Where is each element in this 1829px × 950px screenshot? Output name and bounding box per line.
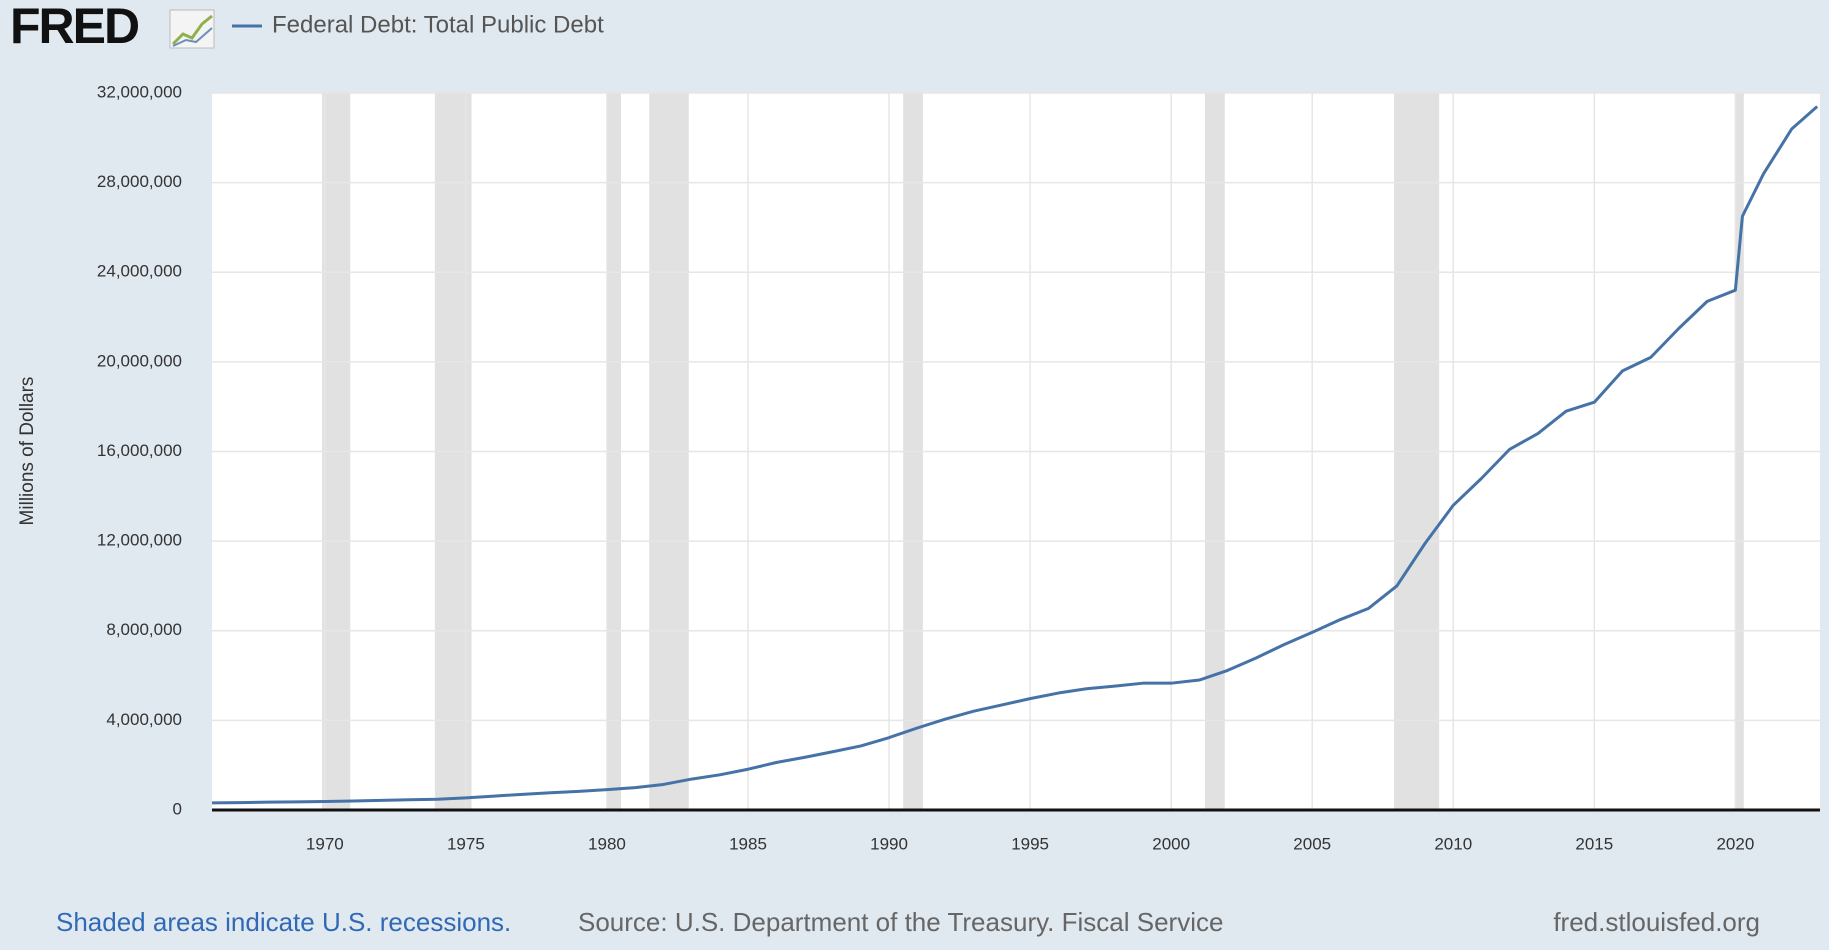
x-tick-label: 1985 bbox=[729, 834, 767, 853]
y-tick-label: 32,000,000 bbox=[97, 82, 182, 101]
y-axis-label: Millions of Dollars bbox=[17, 377, 38, 526]
logo: FRED bbox=[10, 0, 139, 54]
y-tick-label: 8,000,000 bbox=[106, 620, 182, 639]
x-tick-label: 1980 bbox=[588, 834, 626, 853]
x-tick-label: 2020 bbox=[1716, 834, 1754, 853]
x-tick-label: 2015 bbox=[1575, 834, 1613, 853]
y-tick-label: 12,000,000 bbox=[97, 531, 182, 550]
x-tick-label: 1990 bbox=[870, 834, 908, 853]
source: Source: U.S. Department of the Treasury.… bbox=[578, 907, 1223, 937]
x-tick-label: 1970 bbox=[306, 834, 344, 853]
y-tick-label: 0 bbox=[173, 799, 182, 818]
recession-note-link[interactable]: Shaded areas indicate U.S. recessions. bbox=[56, 907, 511, 937]
site: fred.stlouisfed.org bbox=[1553, 907, 1760, 937]
x-tick-label: 2005 bbox=[1293, 834, 1331, 853]
logo-icon bbox=[169, 9, 215, 49]
y-tick-label: 4,000,000 bbox=[106, 710, 182, 729]
y-tick-label: 20,000,000 bbox=[97, 351, 182, 370]
y-tick-label: 24,000,000 bbox=[97, 262, 182, 281]
y-tick-label: 28,000,000 bbox=[97, 172, 182, 191]
x-tick-label: 2010 bbox=[1434, 834, 1472, 853]
series-line bbox=[211, 105, 1819, 805]
y-tick-label: 16,000,000 bbox=[97, 441, 182, 460]
x-tick-label: 1975 bbox=[447, 834, 485, 853]
legend-label: Federal Debt: Total Public Debt bbox=[272, 11, 604, 38]
x-tick-label: 1995 bbox=[1011, 834, 1049, 853]
x-tick-label: 2000 bbox=[1152, 834, 1190, 853]
